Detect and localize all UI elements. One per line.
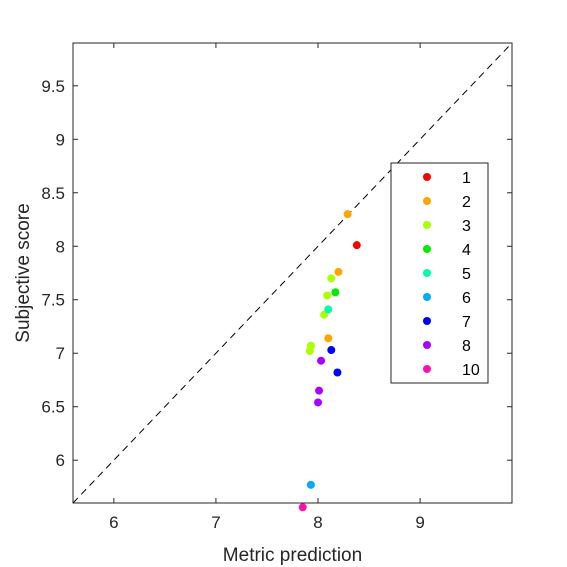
data-point-series-6 — [306, 480, 315, 489]
data-point-series-2 — [324, 334, 333, 343]
reference-line — [72, 42, 513, 504]
legend-label: 5 — [462, 266, 471, 283]
y-tick-label: 8.5 — [41, 184, 65, 203]
legend-label: 7 — [462, 314, 471, 331]
axes-frame — [72, 42, 513, 504]
legend-marker — [423, 173, 431, 181]
data-point-series-8 — [317, 356, 326, 365]
x-tick-label: 7 — [211, 513, 220, 532]
x-tick-label: 8 — [313, 513, 322, 532]
x-tick-label: 6 — [109, 513, 118, 532]
legend-marker — [423, 293, 431, 301]
y-tick-label: 8 — [56, 237, 65, 256]
x-axis-label: Metric prediction — [223, 545, 362, 566]
data-point-series-7 — [327, 346, 336, 355]
data-point-series-3 — [327, 274, 336, 283]
data-point-series-3 — [305, 347, 314, 356]
legend-marker — [423, 341, 431, 349]
y-tick-label: 6 — [56, 451, 65, 470]
data-point-series-3 — [323, 291, 332, 300]
legend-marker — [423, 317, 431, 325]
data-point-series-10 — [298, 503, 307, 512]
legend-label: 10 — [462, 362, 480, 379]
y-tick-label: 7.5 — [41, 291, 65, 310]
legend-label: 2 — [462, 194, 471, 211]
data-point-series-8 — [315, 386, 324, 395]
plot-area — [72, 42, 513, 504]
legend-label: 4 — [462, 242, 471, 259]
legend-marker — [423, 269, 431, 277]
data-point-series-4 — [331, 288, 340, 297]
legend-label: 8 — [462, 338, 471, 355]
y-tick-label: 9 — [56, 130, 65, 149]
data-point-series-2 — [334, 267, 343, 276]
legend-label: 6 — [462, 290, 471, 307]
legend-marker — [423, 221, 431, 229]
axis-ticks: 6 7 8 9 6 6.5 7 7.5 8 8.5 9 9.5 — [41, 43, 512, 532]
data-point-series-2 — [343, 210, 352, 219]
legend-marker — [423, 245, 431, 253]
data-point-series-7 — [333, 368, 342, 377]
y-axis-label: Subjective score — [13, 203, 34, 342]
y-tick-label: 7 — [56, 344, 65, 363]
data-points — [298, 210, 361, 512]
legend-marker — [423, 365, 431, 373]
y-tick-label: 6.5 — [41, 398, 65, 417]
legend-box — [390, 162, 489, 384]
x-tick-label: 9 — [415, 513, 424, 532]
legend-label: 3 — [462, 218, 471, 235]
data-point-series-5 — [324, 305, 333, 314]
y-tick-label: 9.5 — [41, 77, 65, 96]
legend: 1 2 3 4 5 6 7 8 10 — [390, 162, 489, 384]
data-point-series-1 — [352, 241, 361, 250]
data-point-series-8 — [314, 398, 323, 407]
legend-marker — [423, 197, 431, 205]
legend-label: 1 — [462, 170, 471, 187]
